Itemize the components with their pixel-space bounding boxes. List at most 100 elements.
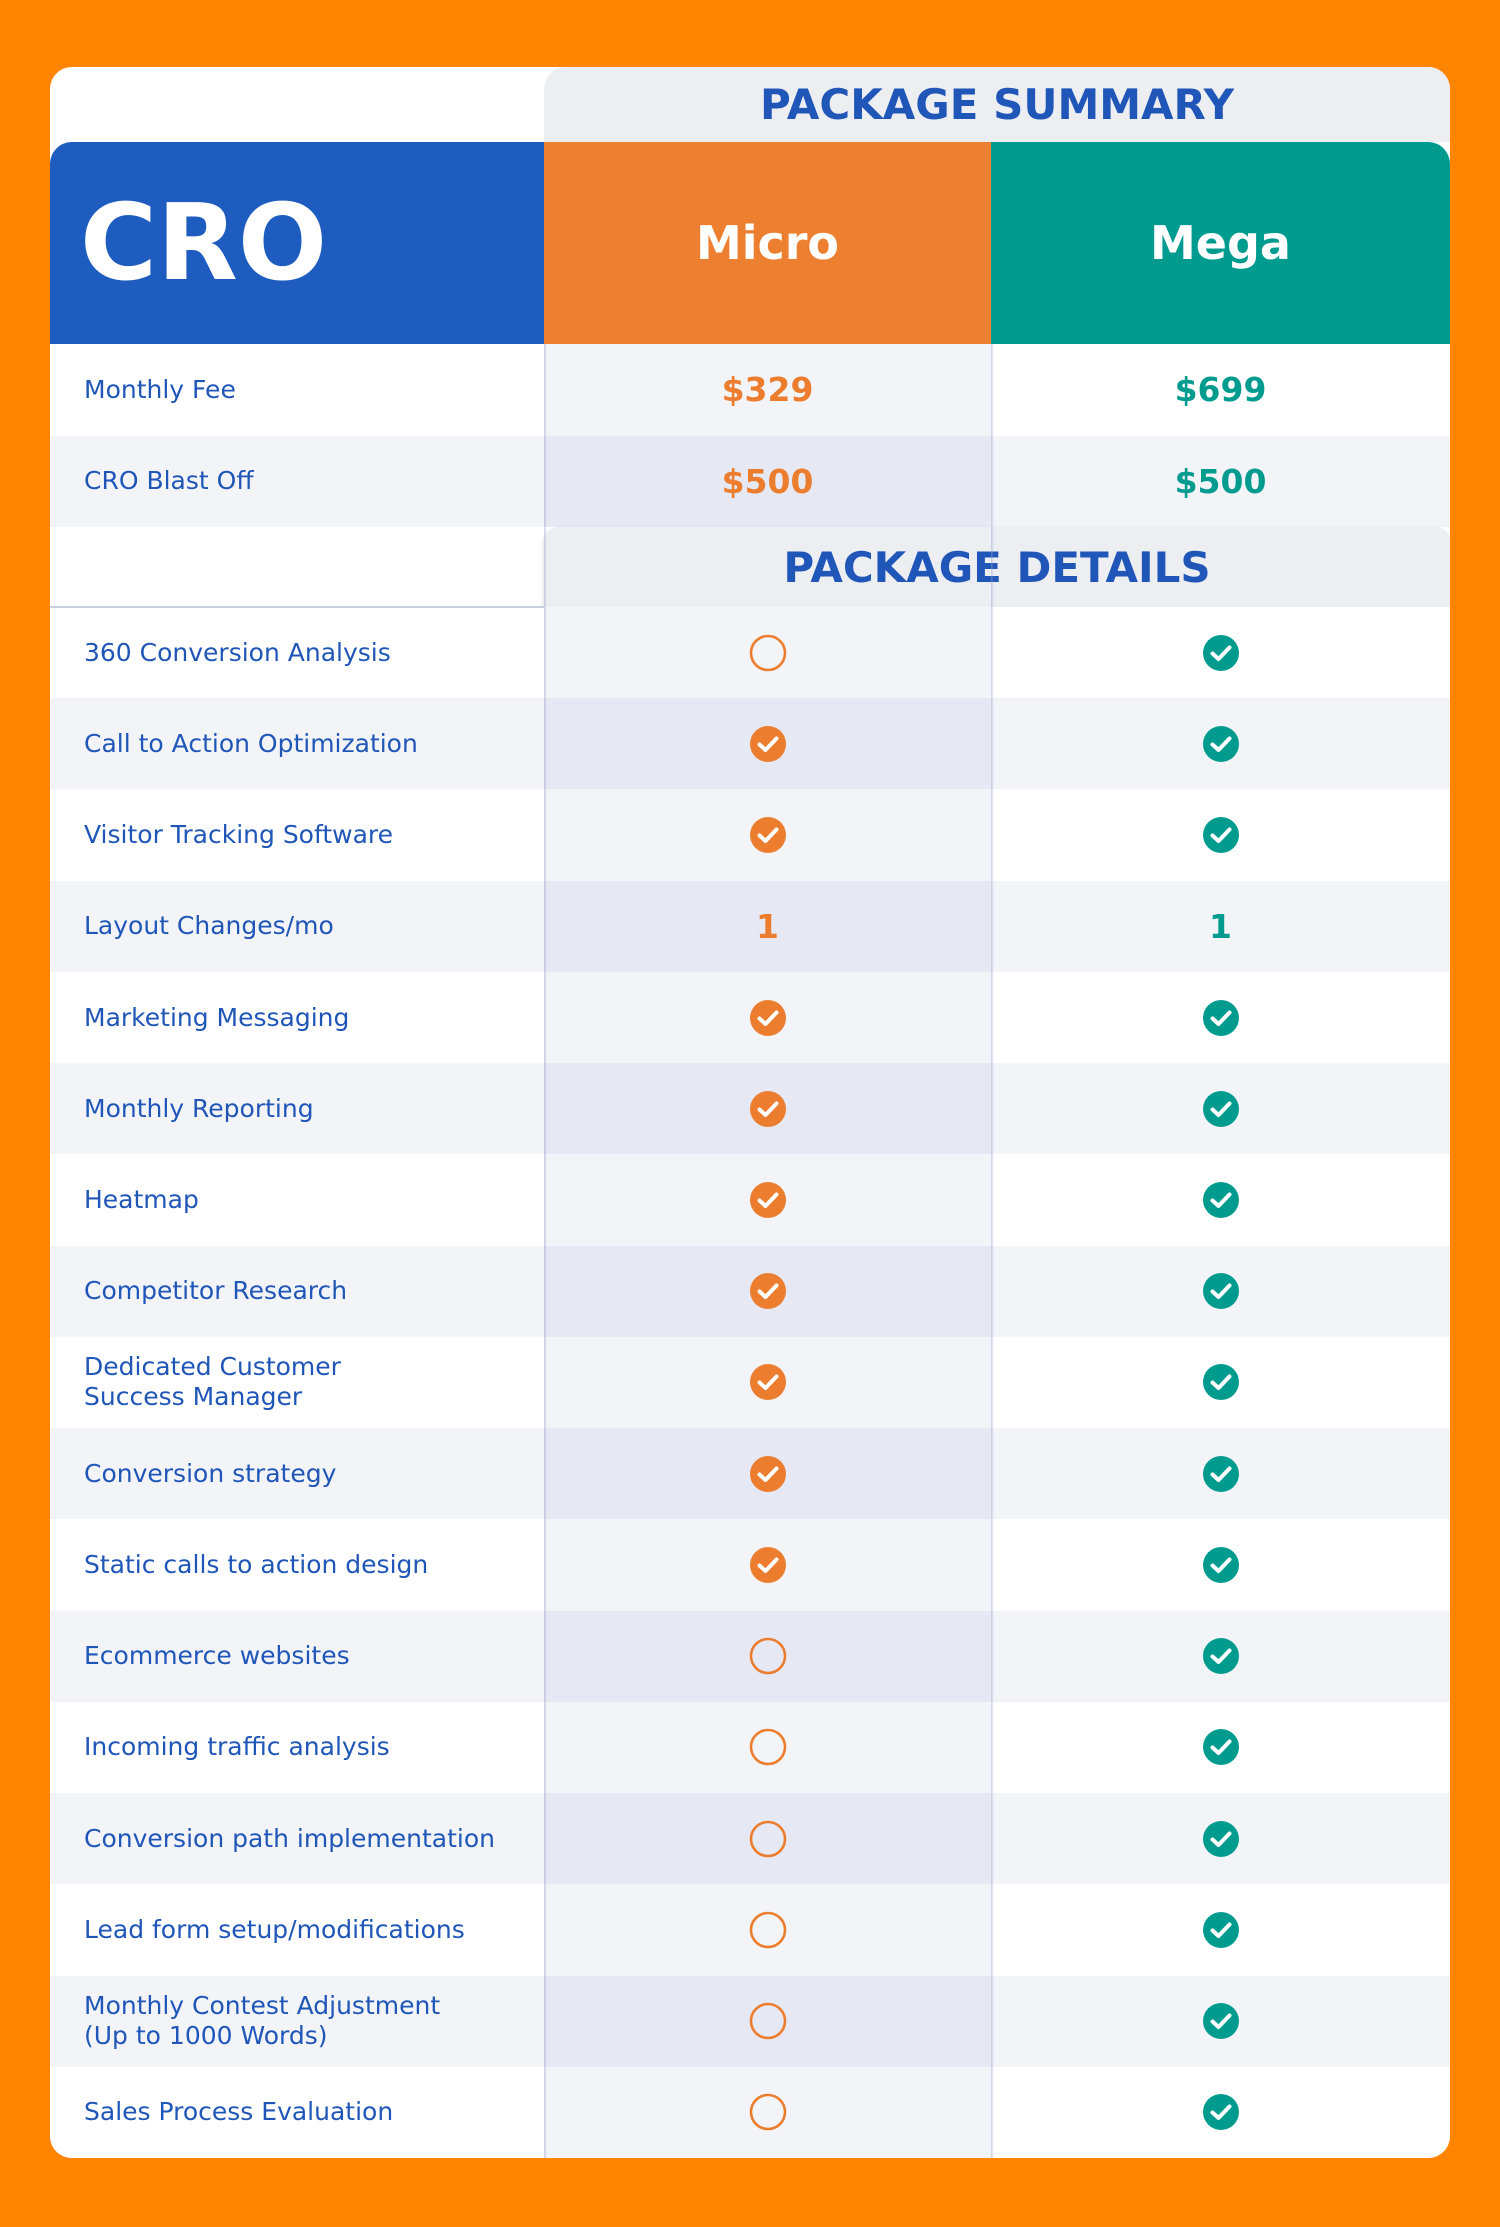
row-label: Incoming traffic analysis: [50, 1701, 544, 1794]
check-icon: [1202, 725, 1239, 762]
cell: [991, 1063, 1450, 1155]
check-icon: [1202, 1455, 1239, 1492]
check-icon: [749, 1455, 786, 1492]
row-label: Dedicated Customer Success Manager: [50, 1336, 544, 1429]
row-label: Lead form setup/modifications: [50, 1884, 544, 1976]
cell: [991, 789, 1450, 881]
row-label: Heatmap: [50, 1154, 544, 1246]
row-label: 360 Conversion Analysis: [50, 607, 544, 699]
cell-value: 1: [1209, 906, 1232, 946]
cell: [991, 698, 1450, 790]
empty-icon: [749, 1911, 786, 1949]
cell-value: 1: [756, 906, 779, 946]
divider: [50, 606, 544, 608]
row-label: Conversion strategy: [50, 1428, 544, 1520]
cell-value: $500: [721, 461, 814, 501]
pricing-table: PACKAGE SUMMARY CRO Micro Mega Monthly Fee $3…: [50, 67, 1450, 2158]
cell: $329: [544, 344, 991, 436]
check-icon: [1202, 817, 1239, 854]
header-title: CRO: [50, 142, 544, 344]
cell: [991, 2066, 1450, 2158]
row-label: Ecommerce websites: [50, 1610, 544, 1702]
cell: $699: [991, 344, 1450, 436]
check-icon: [749, 1546, 786, 1583]
cell: [544, 607, 991, 699]
cell: [991, 607, 1450, 699]
check-icon: [1202, 2003, 1239, 2040]
cell: $500: [991, 435, 1450, 527]
cell: [991, 1336, 1450, 1429]
row-label: Monthly Reporting: [50, 1063, 544, 1155]
check-icon: [1202, 634, 1239, 671]
check-icon: [1202, 1273, 1239, 1310]
empty-icon: [749, 1820, 786, 1857]
row-label: Competitor Research: [50, 1245, 544, 1337]
check-icon: [1202, 999, 1239, 1036]
column-divider: [544, 344, 547, 2158]
check-icon: [749, 1090, 786, 1127]
row-label: Call to Action Optimization: [50, 698, 544, 790]
row-label: Monthly Contest Adjustment (Up to 1000 W…: [50, 1975, 544, 2067]
cell: [544, 1975, 991, 2067]
section-title: PACKAGE SUMMARY: [544, 67, 1450, 142]
cell: 1: [544, 880, 991, 972]
cell: [991, 1975, 1450, 2067]
cell: [991, 971, 1450, 1064]
check-icon: [749, 1182, 786, 1219]
cell: 1: [991, 880, 1450, 972]
check-icon: [1202, 1911, 1239, 1948]
cell: [991, 1154, 1450, 1246]
check-icon: [749, 1364, 786, 1401]
cell: [991, 1610, 1450, 1702]
check-icon: [749, 725, 786, 762]
cell: [991, 1428, 1450, 1520]
plan-name: Micro: [544, 142, 991, 344]
cell: [991, 1245, 1450, 1337]
empty-icon: [749, 634, 786, 671]
cell: [544, 971, 991, 1064]
check-icon: [1202, 2094, 1239, 2131]
section-title: PACKAGE DETAILS: [544, 527, 1450, 607]
row-label: Marketing Messaging: [50, 971, 544, 1064]
cell: [544, 1610, 991, 1702]
cell: [544, 1884, 991, 1976]
row-label: Conversion path implementation: [50, 1793, 544, 1885]
plan-name: Mega: [991, 142, 1450, 344]
cell: [544, 1336, 991, 1429]
row-label: Static calls to action design: [50, 1519, 544, 1611]
check-icon: [1202, 1729, 1239, 1766]
cell-value: $699: [1174, 370, 1267, 410]
row-label: Sales Process Evaluation: [50, 2066, 544, 2158]
row-label: Visitor Tracking Software: [50, 789, 544, 881]
check-icon: [1202, 1638, 1239, 1675]
check-icon: [1202, 1546, 1239, 1583]
cell: $500: [544, 435, 991, 527]
row-label: Monthly Fee: [50, 344, 544, 436]
check-icon: [749, 999, 786, 1036]
cell: [544, 1701, 991, 1794]
cell: [991, 1701, 1450, 1794]
cell-value: $329: [721, 370, 814, 410]
cell: [544, 698, 991, 790]
cell: [991, 1884, 1450, 1976]
row-label: Layout Changes/mo: [50, 880, 544, 972]
cell: [544, 1245, 991, 1337]
check-icon: [1202, 1090, 1239, 1127]
column-divider: [991, 344, 994, 2158]
check-icon: [749, 1273, 786, 1310]
empty-icon: [749, 2094, 786, 2131]
empty-icon: [749, 2002, 786, 2040]
cell: [544, 1428, 991, 1520]
empty-icon: [749, 1729, 786, 1766]
cell: [544, 1793, 991, 1885]
cell-value: $500: [1174, 461, 1267, 501]
check-icon: [1202, 1364, 1239, 1401]
check-icon: [749, 817, 786, 854]
row-label: CRO Blast Off: [50, 435, 544, 527]
cell: [544, 1519, 991, 1611]
cell: [544, 1063, 991, 1155]
cell: [544, 2066, 991, 2158]
cell: [991, 1793, 1450, 1885]
check-icon: [1202, 1820, 1239, 1857]
